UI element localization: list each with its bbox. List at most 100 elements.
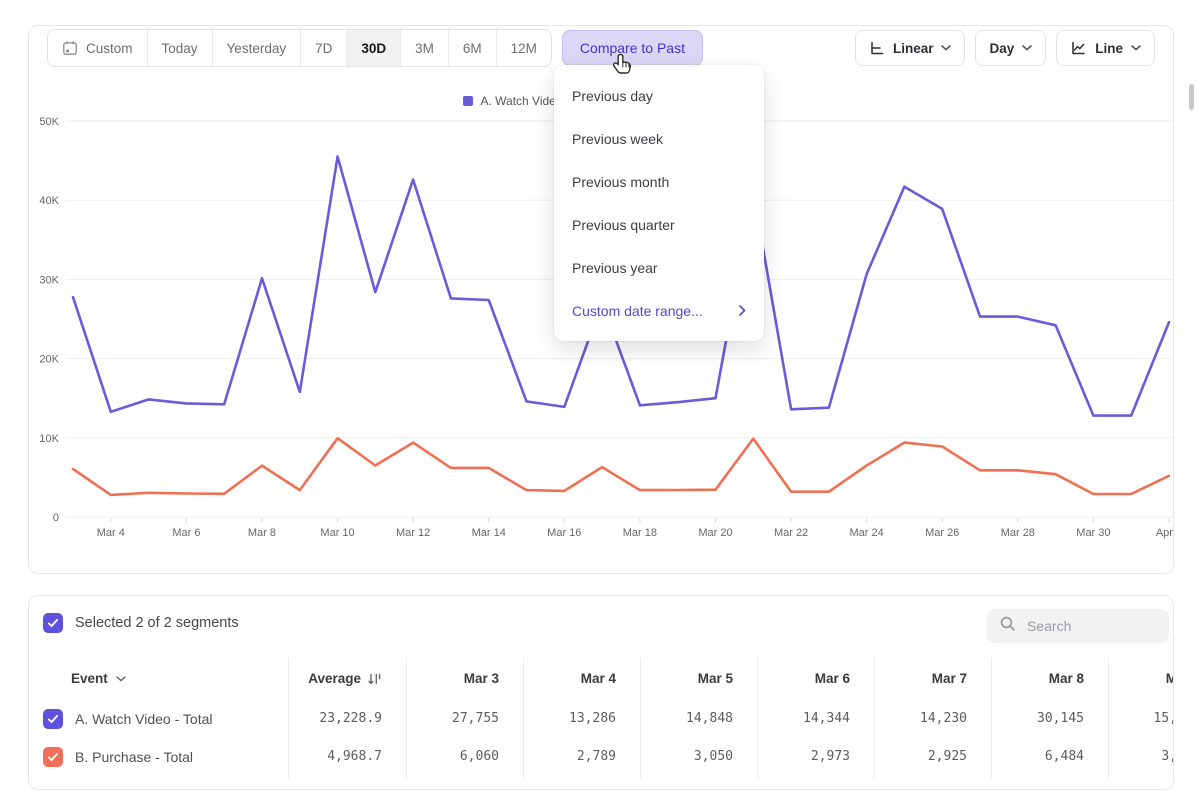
- range-3m[interactable]: 3M: [401, 30, 449, 66]
- y-scale-button[interactable]: Linear: [855, 30, 966, 66]
- menu-item-label: Previous quarter: [572, 217, 675, 233]
- menu-item-custom-date-range[interactable]: Custom date range...: [554, 289, 764, 332]
- cell-value: 2,789: [523, 738, 616, 776]
- column-header-event[interactable]: Event: [29, 663, 288, 695]
- menu-item-previous-week[interactable]: Previous week: [554, 117, 764, 160]
- chart-type-button[interactable]: Line: [1056, 30, 1155, 66]
- chart-controls: Linear Day Line: [855, 30, 1155, 66]
- menu-item-previous-year[interactable]: Previous year: [554, 246, 764, 289]
- chart-panel: 010K20K30K40K50KMar 4Mar 6Mar 8Mar 10Mar…: [28, 25, 1174, 574]
- x-axis-label: Mar 14: [472, 527, 506, 539]
- range-yesterday[interactable]: Yesterday: [213, 30, 302, 66]
- column-header-mar-6: Mar 6: [757, 663, 850, 695]
- range-label: 7D: [315, 41, 332, 56]
- cell-value: 23,228.9: [288, 700, 382, 738]
- menu-item-label: Previous year: [572, 260, 658, 276]
- column-header-mar-8: Mar 8: [991, 663, 1084, 695]
- menu-item-label: Custom date range...: [572, 303, 703, 319]
- column-header-mar-3: Mar 3: [406, 663, 499, 695]
- segments-panel: Selected 2 of 2 segments EventAverage Mar…: [28, 595, 1174, 790]
- x-axis-label: Mar 26: [925, 527, 959, 539]
- menu-item-label: Previous week: [572, 131, 663, 147]
- row-label: A. Watch Video - Total: [75, 700, 212, 738]
- selected-count-label: Selected 2 of 2 segments: [75, 615, 239, 631]
- compare-dropdown-menu: Previous day Previous week Previous month P…: [554, 65, 764, 341]
- cell-value: 14,230: [874, 700, 967, 738]
- line-chart-icon: [1070, 40, 1087, 56]
- row-checkbox[interactable]: [43, 747, 63, 767]
- cell-value: 2,925: [874, 738, 967, 776]
- cell-value: 30,145: [991, 700, 1084, 738]
- linear-axis-icon: [869, 40, 885, 56]
- scrollbar-thumb[interactable]: [1189, 84, 1194, 110]
- select-all-checkbox[interactable]: [43, 613, 63, 633]
- cell-value: 27,755: [406, 700, 499, 738]
- y-axis-label: 40K: [39, 195, 59, 207]
- cell-value: 14,344: [757, 700, 850, 738]
- range-12m[interactable]: 12M: [497, 30, 551, 66]
- x-axis-label: Mar 6: [172, 527, 200, 539]
- menu-item-previous-day[interactable]: Previous day: [554, 74, 764, 117]
- range-6m[interactable]: 6M: [449, 30, 497, 66]
- chevron-down-icon: [1022, 45, 1032, 51]
- range-label: 3M: [415, 41, 434, 56]
- cell-value: 3,: [1108, 738, 1174, 776]
- chart-toolbar: Custom Today Yesterday 7D 30D 3M 6M 12M Compare…: [47, 30, 1155, 66]
- range-label: 6M: [463, 41, 482, 56]
- range-custom[interactable]: Custom: [48, 30, 148, 66]
- cell-value: 4,968.7: [288, 738, 382, 776]
- x-axis-label: Mar 8: [248, 527, 276, 539]
- cell-value: 6,060: [406, 738, 499, 776]
- x-axis-label: Mar 10: [320, 527, 354, 539]
- row-checkbox[interactable]: [43, 709, 63, 729]
- cell-value: 15,: [1108, 700, 1174, 738]
- sort-icon: [367, 673, 382, 686]
- x-axis-label: Mar 24: [850, 527, 884, 539]
- x-axis-label: Mar 20: [698, 527, 732, 539]
- y-axis-label: 30K: [39, 274, 59, 286]
- chevron-down-icon: [1131, 45, 1141, 51]
- y-scale-label: Linear: [893, 41, 934, 56]
- cell-value: 13,286: [523, 700, 616, 738]
- cell-value: 14,848: [640, 700, 733, 738]
- chevron-right-icon: [739, 305, 746, 316]
- range-today[interactable]: Today: [148, 30, 213, 66]
- chevron-down-icon: [941, 45, 951, 51]
- column-header-average[interactable]: Average: [288, 663, 382, 695]
- calendar-icon: [62, 40, 78, 56]
- x-axis-label: Mar 30: [1076, 527, 1110, 539]
- cell-value: 3,050: [640, 738, 733, 776]
- range-label: 30D: [361, 41, 386, 56]
- x-axis-label: Mar 12: [396, 527, 430, 539]
- interval-button[interactable]: Day: [975, 30, 1046, 66]
- interval-label: Day: [989, 41, 1014, 56]
- y-axis-label: 20K: [39, 354, 59, 366]
- column-header-m: M: [1108, 663, 1174, 695]
- range-label: Today: [162, 41, 198, 56]
- menu-item-label: Previous day: [572, 88, 653, 104]
- search-icon: [999, 615, 1016, 637]
- x-axis-label: Mar 28: [1001, 527, 1035, 539]
- search-input[interactable]: [1025, 617, 1159, 635]
- series-line-b-purchase-total: [73, 438, 1169, 495]
- menu-item-label: Previous month: [572, 174, 669, 190]
- analytics-page: 010K20K30K40K50KMar 4Mar 6Mar 8Mar 10Mar…: [0, 0, 1200, 802]
- column-header-mar-4: Mar 4: [523, 663, 616, 695]
- range-30d[interactable]: 30D: [347, 30, 401, 66]
- column-header-mar-5: Mar 5: [640, 663, 733, 695]
- column-header-mar-7: Mar 7: [874, 663, 967, 695]
- cell-value: 6,484: [991, 738, 1084, 776]
- x-axis-label: Apr 1: [1156, 527, 1173, 539]
- x-axis-label: Mar 16: [547, 527, 581, 539]
- compare-to-past-button[interactable]: Compare to Past: [562, 30, 703, 66]
- menu-item-previous-quarter[interactable]: Previous quarter: [554, 203, 764, 246]
- row-label: B. Purchase - Total: [75, 738, 193, 776]
- x-axis-label: Mar 18: [623, 527, 657, 539]
- range-7d[interactable]: 7D: [301, 30, 347, 66]
- y-axis-label: 50K: [39, 116, 59, 128]
- chart-type-label: Line: [1095, 41, 1123, 56]
- search-box: [987, 609, 1169, 643]
- legend-swatch: [463, 96, 473, 106]
- menu-item-previous-month[interactable]: Previous month: [554, 160, 764, 203]
- y-axis-label: 0: [53, 512, 59, 524]
